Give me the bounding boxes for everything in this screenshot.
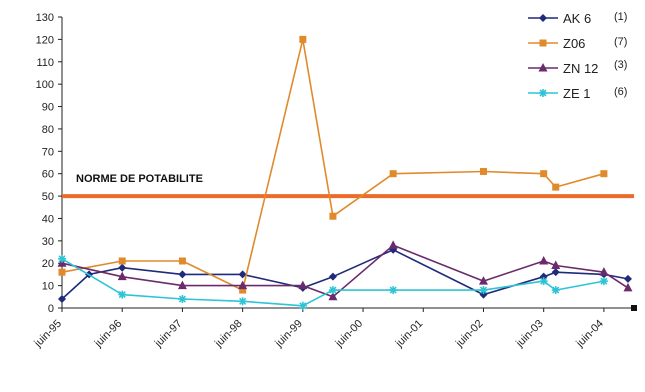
data-point-ak-6: [551, 268, 560, 277]
data-point-z06: [329, 212, 337, 220]
y-tick-label: 40: [42, 213, 54, 225]
data-point-z06: [239, 286, 247, 294]
x-tick-label: juin-02: [453, 318, 486, 351]
y-tick-label: 90: [42, 102, 54, 114]
data-point-z06: [479, 167, 487, 175]
data-point-ak-6: [623, 274, 632, 283]
data-point-zn-12: [238, 280, 248, 290]
legend-item-z06: Z06 (7): [528, 36, 627, 51]
x-tick-label: juin-04: [573, 318, 606, 351]
legend-marker-ak-6: [539, 14, 547, 22]
chart-axes: [61, 17, 637, 311]
reference-line-group: NORME DE POTABILITE: [62, 173, 634, 199]
y-tick-label: 30: [42, 236, 54, 248]
data-point-ze-1: [599, 277, 608, 286]
series-z06: [58, 35, 608, 294]
x-tick-label: juin-97: [152, 318, 185, 351]
data-point-z06: [178, 257, 186, 265]
data-point-z06: [389, 170, 397, 178]
legend-marker-ze-1: [539, 89, 547, 97]
x-tick-label: juin-96: [92, 318, 125, 351]
legend-marker-zn-12: [538, 63, 548, 72]
x-tick-label: juin-98: [212, 318, 245, 351]
data-point-ze-1: [58, 254, 66, 263]
x-tick-label: juin-01: [393, 318, 426, 351]
data-point-ze-1: [298, 301, 307, 310]
data-point-ak-6: [238, 270, 247, 279]
data-point-z06: [540, 170, 548, 178]
y-tick-label: 120: [36, 34, 54, 46]
x-axis-end-marker: [631, 305, 637, 311]
data-point-zn-12: [177, 280, 187, 290]
data-point-ze-1: [551, 286, 560, 295]
legend-label-ak-6: AK 6: [563, 11, 591, 26]
data-point-ak-6: [118, 263, 127, 272]
y-tick-label: 10: [42, 281, 54, 293]
data-point-z06: [552, 183, 560, 191]
data-point-zn-12: [599, 267, 609, 276]
series-line-z06: [61, 38, 605, 291]
legend-count-ze-1: (6): [614, 86, 627, 98]
legend-item-ze-1: ZE 1 (6): [528, 86, 627, 101]
series-zn-12: [57, 240, 633, 301]
legend-label-ze-1: ZE 1: [563, 86, 590, 101]
legend-label-zn-12: ZN 12: [563, 61, 598, 76]
data-point-ze-1: [328, 286, 337, 295]
data-point-zn-12: [478, 276, 488, 285]
data-point-zn-12: [539, 255, 549, 265]
data-point-ze-1: [539, 277, 548, 286]
legend-count-zn-12: (3): [614, 59, 627, 71]
data-point-z06: [118, 257, 126, 265]
x-tick-label: juin-95: [32, 318, 65, 351]
data-point-ze-1: [479, 286, 488, 295]
data-point-zn-12: [117, 271, 127, 281]
legend-count-z06: (7): [614, 36, 627, 48]
data-point-zn-12: [328, 291, 338, 301]
data-point-z06: [600, 170, 608, 178]
legend: AK 6 (1) Z06 (7) ZN 12 (3) ZE 1 (6): [528, 11, 627, 101]
data-point-ak-6: [58, 295, 66, 304]
legend-count-ak-6: (1): [614, 11, 627, 23]
data-point-ze-1: [178, 295, 187, 304]
data-point-ak-6: [178, 270, 187, 279]
data-point-zn-12: [623, 282, 633, 292]
data-point-zn-12: [551, 260, 561, 269]
x-tick-label: juin-99: [272, 318, 305, 351]
data-point-ze-1: [389, 286, 398, 295]
y-tick-label: 100: [36, 79, 54, 91]
y-tick-label: 60: [42, 169, 54, 181]
x-tick-label: juin-03: [513, 318, 546, 351]
series-line-zn-12: [61, 244, 629, 298]
series-group: [57, 35, 633, 310]
y-tick-label: 80: [42, 124, 54, 136]
legend-item-zn-12: ZN 12 (3): [528, 59, 627, 76]
legend-item-ak-6: AK 6 (1): [528, 11, 627, 26]
data-point-z06: [299, 35, 307, 43]
legend-label-z06: Z06: [563, 36, 585, 51]
data-point-zn-12: [298, 280, 308, 290]
y-tick-label: 110: [36, 57, 54, 69]
data-point-ze-1: [238, 297, 247, 306]
data-point-ze-1: [118, 290, 127, 299]
data-point-z06: [58, 268, 66, 276]
x-tick-label: juin-00: [333, 318, 366, 351]
y-tick-label: 50: [42, 191, 54, 203]
series-ze-1: [58, 254, 608, 310]
series-ak-6: [58, 245, 632, 304]
y-tick-label: 0: [48, 303, 54, 315]
y-axis-ticks: 0 10 20 30 40 50 60 70 80 90 100 110 120 130: [36, 12, 62, 315]
reference-line-label: NORME DE POTABILITE: [76, 173, 203, 185]
data-point-ak-6: [328, 272, 337, 281]
y-tick-label: 20: [42, 258, 54, 270]
data-point-zn-12: [388, 240, 398, 249]
y-tick-label: 70: [42, 146, 54, 158]
legend-marker-z06: [539, 39, 547, 47]
y-tick-label: 130: [36, 12, 54, 24]
x-axis-ticks: juin-95 juin-96 juin-97 juin-98 juin-99 juin-…: [32, 308, 606, 350]
